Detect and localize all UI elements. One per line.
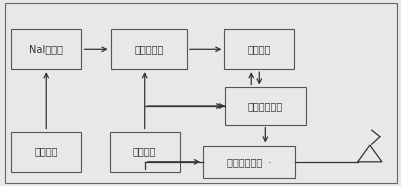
- Text: NaI探测器: NaI探测器: [29, 44, 63, 54]
- Text: 前置放大器: 前置放大器: [134, 44, 163, 54]
- Bar: [203, 145, 295, 178]
- Text: 高压电源: 高压电源: [34, 147, 58, 157]
- Bar: [11, 29, 81, 69]
- Bar: [110, 29, 186, 69]
- Text: 低压电源: 低压电源: [133, 147, 156, 157]
- Bar: [109, 132, 179, 171]
- Bar: [11, 132, 81, 171]
- Bar: [225, 87, 305, 125]
- Text: 远程收发电路  ·: 远程收发电路 ·: [227, 157, 271, 167]
- Text: 主放大器: 主放大器: [247, 44, 270, 54]
- Bar: [224, 29, 294, 69]
- Text: 数字多道模块: 数字多道模块: [247, 101, 282, 111]
